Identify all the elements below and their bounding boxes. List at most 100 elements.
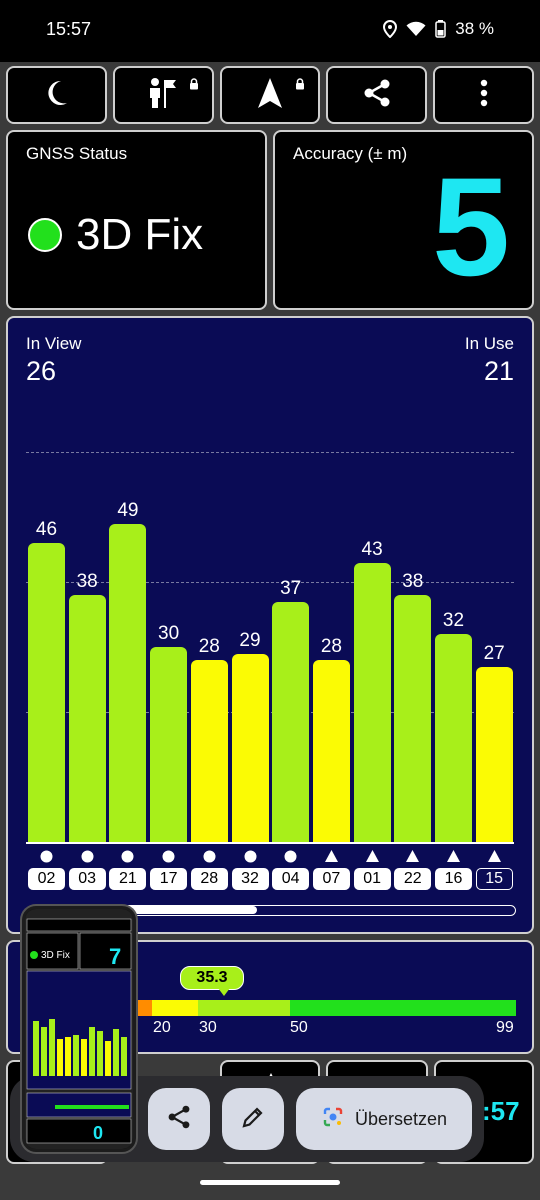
chart-scrollbar-thumb[interactable] [29, 906, 257, 914]
chart-gridline [26, 582, 514, 583]
more-vert-icon [480, 79, 488, 112]
gnss-status-panel[interactable]: GNSS Status 3D Fix [6, 130, 267, 310]
signal-value-label: 28 [198, 636, 220, 657]
moon-icon [43, 79, 69, 112]
snr-tick-label: 20 [153, 1019, 171, 1036]
status-icons: 38 % [383, 19, 494, 39]
gps-circle-icon [28, 850, 65, 863]
gps-circle-icon [232, 850, 269, 863]
galileo-triangle-icon [435, 850, 472, 862]
in-view-count: 26 [26, 356, 57, 386]
signal-value-label: 38 [76, 571, 98, 592]
person-flag-button[interactable] [112, 66, 214, 124]
signal-bar-15 [475, 666, 513, 842]
thumbnail-preview-image: 3D Fix 7 0 [25, 909, 133, 1149]
satellite-signal-panel[interactable]: In View 26 In Use 21 46 02 38 03 49 21 30 17 28 2… [6, 316, 534, 934]
chart-gridline [26, 452, 514, 453]
accuracy-value: 5 [432, 148, 510, 305]
svg-text:0: 0 [93, 1123, 103, 1143]
signal-bar-07 [312, 660, 350, 842]
more-options-button[interactable] [433, 66, 534, 124]
night-mode-button[interactable] [6, 66, 107, 124]
signal-bar-01 [353, 562, 391, 842]
snr-average-bubble: 35.3 [180, 966, 244, 990]
gesture-nav-handle[interactable] [200, 1180, 340, 1185]
in-use-label: In Use [464, 334, 514, 353]
svg-text:7: 7 [109, 944, 121, 969]
chart-gridline [26, 712, 514, 713]
galileo-triangle-icon [476, 850, 513, 862]
google-lens-icon [321, 1105, 345, 1134]
signal-value-label: 30 [158, 623, 180, 644]
gps-circle-icon [150, 850, 187, 863]
accuracy-title: Accuracy (± m) [293, 144, 408, 163]
signal-bar-28 [190, 660, 228, 842]
share-icon [362, 78, 392, 113]
satellite-prn-label: 16 [435, 868, 472, 890]
snr-tick-label: 30 [199, 1019, 217, 1036]
screenshot-edit-button[interactable] [222, 1088, 284, 1150]
toolbar [6, 66, 534, 124]
signal-value-label: 37 [280, 577, 302, 599]
signal-value-label: 38 [402, 571, 424, 592]
share-button[interactable] [326, 66, 428, 124]
snr-scale-light-green [198, 1000, 290, 1016]
screenshot-thumbnail[interactable]: 3D Fix 7 0 [22, 906, 136, 1152]
translate-button[interactable]: Übersetzen [296, 1088, 472, 1150]
battery-percent: 38 % [455, 19, 494, 38]
signal-bar-22 [394, 595, 432, 842]
signal-bar-03 [68, 595, 106, 842]
signal-bar-04 [272, 601, 310, 842]
signal-value-label: 28 [320, 636, 342, 657]
in-use-count: 21 [483, 356, 514, 386]
satellite-prn-label: 22 [394, 868, 432, 890]
navigation-button[interactable] [219, 66, 321, 124]
gnss-status-title: GNSS Status [26, 144, 128, 163]
gps-circle-icon [69, 850, 106, 863]
share-icon [166, 1104, 192, 1135]
translate-label: Übersetzen [354, 1108, 448, 1129]
accuracy-panel[interactable]: Accuracy (± m) 5 [273, 130, 534, 310]
snr-tick-label: 99 [496, 1019, 514, 1036]
location-icon [383, 20, 398, 38]
signal-value-label: 46 [35, 519, 58, 540]
gps-circle-icon [109, 850, 146, 863]
galileo-triangle-icon [313, 850, 350, 862]
satellite-prn-label: 15 [475, 868, 513, 890]
galileo-triangle-icon [394, 850, 431, 862]
battery-icon [435, 20, 446, 38]
screenshot-share-button[interactable] [148, 1088, 210, 1150]
signal-value-label: 29 [239, 629, 261, 651]
snr-average-pointer [218, 988, 230, 996]
satellite-prn-label: 28 [190, 868, 228, 890]
signal-bar-17 [150, 647, 188, 842]
signal-bar-chart: 46 02 38 03 49 21 30 17 28 28 29 32 37 04 28 07 43 01 38 22… [8, 318, 532, 932]
satellite-prn-label: 17 [150, 868, 188, 890]
person-flag-icon [146, 76, 180, 115]
status-time: 15:57 [46, 19, 92, 39]
gps-circle-icon [272, 850, 309, 863]
navigation-arrow-icon [257, 77, 283, 114]
chart-baseline [26, 842, 514, 844]
fix-status-dot [28, 218, 62, 252]
svg-text:3D Fix: 3D Fix [41, 950, 70, 961]
signal-bar-16 [435, 634, 472, 842]
fix-status-text: 3D Fix [76, 210, 204, 259]
satellite-prn-label: 04 [272, 868, 310, 890]
satellite-prn-label: 07 [312, 868, 350, 890]
lock-icon [189, 77, 199, 95]
signal-bar-32 [231, 653, 269, 842]
satellite-prn-label: 03 [68, 868, 106, 890]
in-view-label: In View [26, 334, 82, 353]
status-bar: 15:57 38 % [0, 0, 540, 62]
galileo-triangle-icon [354, 850, 391, 862]
clock-value: :57 [482, 1096, 520, 1126]
signal-value-label: 49 [117, 499, 139, 521]
snr-tick-label: 50 [290, 1019, 308, 1036]
signal-value-label: 32 [442, 610, 465, 631]
signal-value-label: 27 [483, 642, 505, 664]
satellite-prn-label: 21 [109, 868, 147, 890]
lock-icon [295, 77, 305, 95]
snr-scale-green [290, 1000, 516, 1016]
satellite-prn-label: 02 [28, 868, 65, 890]
